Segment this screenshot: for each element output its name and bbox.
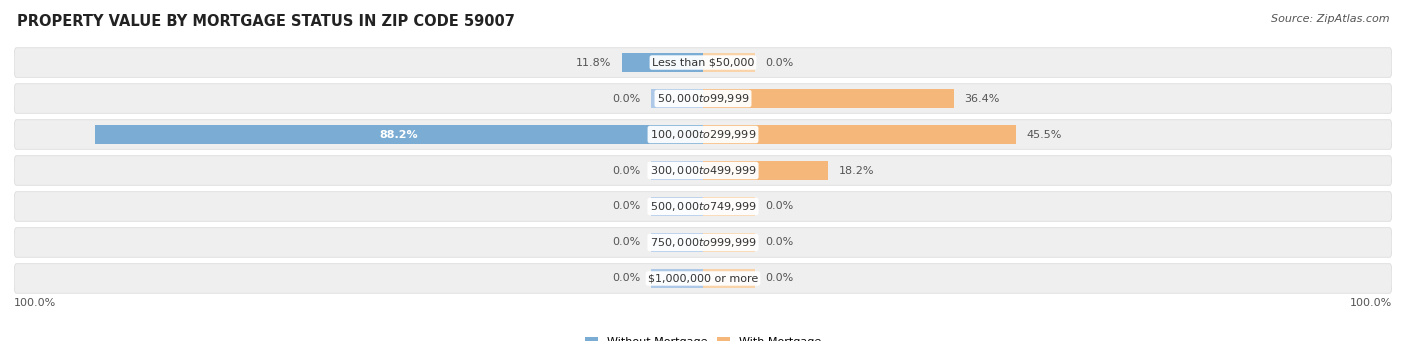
Text: 88.2%: 88.2% xyxy=(380,130,419,139)
Text: $500,000 to $749,999: $500,000 to $749,999 xyxy=(650,200,756,213)
FancyBboxPatch shape xyxy=(14,84,1392,113)
Text: 11.8%: 11.8% xyxy=(576,58,612,68)
Text: 45.5%: 45.5% xyxy=(1026,130,1062,139)
Text: $100,000 to $299,999: $100,000 to $299,999 xyxy=(650,128,756,141)
Bar xyxy=(703,197,755,216)
Bar xyxy=(703,269,755,288)
Text: 0.0%: 0.0% xyxy=(765,202,793,211)
Bar xyxy=(621,53,703,72)
FancyBboxPatch shape xyxy=(14,156,1392,185)
Text: 0.0%: 0.0% xyxy=(613,237,641,248)
Text: Less than $50,000: Less than $50,000 xyxy=(652,58,754,68)
Text: 100.0%: 100.0% xyxy=(1350,298,1392,308)
Bar xyxy=(703,161,828,180)
Text: 36.4%: 36.4% xyxy=(965,93,1000,104)
Bar xyxy=(703,89,953,108)
FancyBboxPatch shape xyxy=(14,228,1392,257)
FancyBboxPatch shape xyxy=(14,48,1392,77)
Text: 0.0%: 0.0% xyxy=(613,202,641,211)
Bar xyxy=(651,233,703,252)
Text: $300,000 to $499,999: $300,000 to $499,999 xyxy=(650,164,756,177)
Text: PROPERTY VALUE BY MORTGAGE STATUS IN ZIP CODE 59007: PROPERTY VALUE BY MORTGAGE STATUS IN ZIP… xyxy=(17,14,515,29)
FancyBboxPatch shape xyxy=(14,192,1392,221)
Text: 100.0%: 100.0% xyxy=(14,298,56,308)
Bar xyxy=(651,161,703,180)
Bar xyxy=(96,125,703,144)
FancyBboxPatch shape xyxy=(14,264,1392,293)
Text: $50,000 to $99,999: $50,000 to $99,999 xyxy=(657,92,749,105)
Bar xyxy=(651,197,703,216)
Text: 0.0%: 0.0% xyxy=(613,165,641,176)
Bar xyxy=(703,125,1017,144)
Text: $750,000 to $999,999: $750,000 to $999,999 xyxy=(650,236,756,249)
FancyBboxPatch shape xyxy=(14,120,1392,149)
Legend: Without Mortgage, With Mortgage: Without Mortgage, With Mortgage xyxy=(581,332,825,341)
Text: 0.0%: 0.0% xyxy=(613,93,641,104)
Text: $1,000,000 or more: $1,000,000 or more xyxy=(648,273,758,283)
Bar xyxy=(651,269,703,288)
Text: 0.0%: 0.0% xyxy=(765,58,793,68)
Bar xyxy=(651,89,703,108)
Text: 0.0%: 0.0% xyxy=(613,273,641,283)
Bar xyxy=(703,53,755,72)
Bar xyxy=(703,233,755,252)
Text: 0.0%: 0.0% xyxy=(765,273,793,283)
Text: 0.0%: 0.0% xyxy=(765,237,793,248)
Text: Source: ZipAtlas.com: Source: ZipAtlas.com xyxy=(1271,14,1389,24)
Text: 18.2%: 18.2% xyxy=(839,165,875,176)
